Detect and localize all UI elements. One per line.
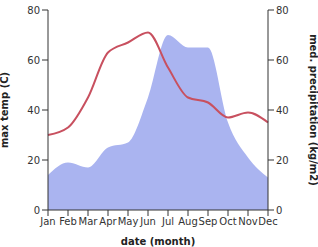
svg-text:0: 0 <box>34 205 40 216</box>
svg-text:Feb: Feb <box>59 216 77 227</box>
svg-text:20: 20 <box>27 155 40 166</box>
svg-text:60: 60 <box>27 55 40 66</box>
svg-text:80: 80 <box>276 5 289 16</box>
svg-text:80: 80 <box>27 5 40 16</box>
svg-text:Nov: Nov <box>238 216 258 227</box>
svg-text:med. precipitation (kg/m2): med. precipitation (kg/m2) <box>308 34 310 186</box>
svg-text:Jul: Jul <box>161 216 174 227</box>
svg-text:date (month): date (month) <box>121 236 195 247</box>
svg-text:Jan: Jan <box>39 216 55 227</box>
svg-text:0: 0 <box>276 205 282 216</box>
svg-text:Jun: Jun <box>139 216 156 227</box>
svg-text:20: 20 <box>276 155 289 166</box>
svg-text:Mar: Mar <box>79 216 99 227</box>
svg-text:Dec: Dec <box>258 216 277 227</box>
svg-text:40: 40 <box>27 105 40 116</box>
svg-text:May: May <box>118 216 139 227</box>
svg-text:max temp (C): max temp (C) <box>8 72 10 148</box>
svg-text:Aug: Aug <box>178 216 198 227</box>
svg-text:40: 40 <box>276 105 289 116</box>
svg-text:Sep: Sep <box>199 216 218 227</box>
svg-text:Oct: Oct <box>219 216 236 227</box>
svg-text:Apr: Apr <box>99 216 117 227</box>
svg-text:60: 60 <box>276 55 289 66</box>
